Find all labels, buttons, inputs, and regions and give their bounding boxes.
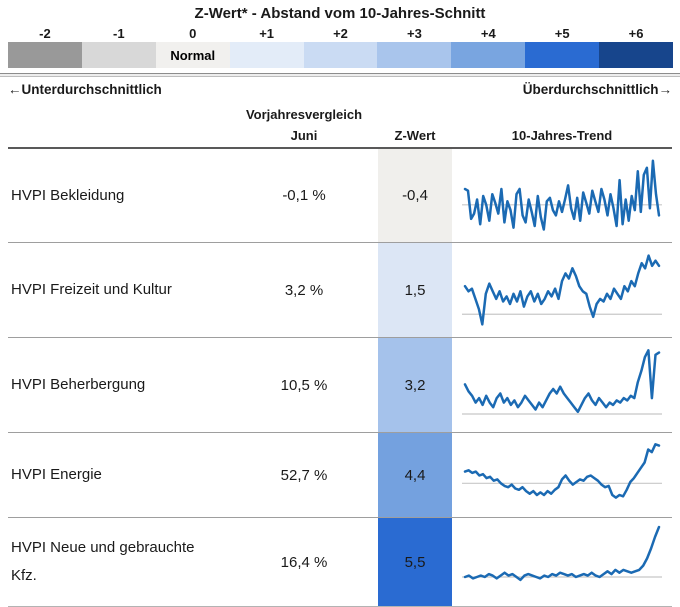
table-header-row: Juni Z-Wert 10-Jahres-Trend (8, 124, 672, 149)
scale-tick-labels: -2 -1 0 +1 +2 +3 +4 +5 +6 (8, 25, 673, 42)
header-10-jahres-trend: 10-Jahres-Trend (511, 128, 613, 143)
z-wert-cell: 3,2 (378, 338, 452, 432)
normal-label: Normal (170, 47, 216, 63)
row-label: HVPI Energie (11, 466, 102, 484)
scale-segment-minus1 (81, 42, 156, 68)
scale-label: +5 (554, 26, 570, 41)
color-scale-legend: -2 -1 0 +1 +2 +3 +4 +5 +6 Normal (8, 25, 674, 68)
header-vorjahresvergleich: Vorjahresvergleich (245, 107, 363, 122)
scale-segment-plus2 (303, 42, 378, 68)
divider-rule (0, 73, 680, 77)
row-label: HVPI Freizeit und Kultur (11, 281, 172, 299)
table-row: HVPI Freizeit und Kultur 3,2 % 1,5 (8, 243, 672, 338)
yoy-value: 10,5 % (280, 376, 328, 394)
page-title: Z-Wert* - Abstand vom 10-Jahres-Schnitt (194, 5, 486, 22)
yoy-value: 3,2 % (284, 281, 324, 299)
scale-segment-plus6 (599, 42, 674, 68)
sparkline-chart (452, 243, 672, 337)
scale-direction-labels: ←Unterdurchschnittlich Überdurchschnittl… (8, 79, 672, 99)
scale-label: +2 (333, 26, 348, 41)
row-label: HVPI Bekleidung (11, 186, 125, 204)
sparkline-chart (452, 433, 672, 517)
sparkline-chart (452, 338, 672, 432)
above-average-label: Überdurchschnittlich→ (522, 81, 672, 97)
row-label: HVPI Neue und gebrauchte Kfz. (11, 539, 195, 584)
scale-segment-plus3 (377, 42, 452, 68)
header-juni: Juni (290, 128, 318, 143)
scale-label: -2 (39, 26, 51, 41)
row-label: HVPI Beherbergung (11, 376, 146, 394)
yoy-value: 52,7 % (280, 466, 328, 484)
z-wert-cell: 5,5 (378, 518, 452, 606)
scale-label: +4 (480, 26, 496, 41)
sparkline-chart (452, 149, 672, 242)
table-row: HVPI Beherbergung 10,5 % 3,2 (8, 338, 672, 433)
scale-label: +6 (628, 26, 644, 41)
sparkline-chart (452, 518, 672, 606)
scale-label: +3 (406, 26, 422, 41)
yoy-value: 16,4 % (280, 553, 328, 571)
scale-segment-plus4 (451, 42, 526, 68)
z-wert-cell: 4,4 (378, 433, 452, 517)
table-header-group: Vorjahresvergleich (8, 99, 672, 124)
scale-segment-minus2 (8, 42, 82, 68)
scale-label: +1 (259, 26, 275, 41)
z-wert-cell: -0,4 (378, 149, 452, 242)
table-row: HVPI Energie 52,7 % 4,4 (8, 433, 672, 518)
below-average-label: ←Unterdurchschnittlich (8, 81, 162, 97)
table-row: HVPI Bekleidung -0,1 % -0,4 (8, 149, 672, 243)
table-row: HVPI Neue und gebrauchte Kfz. 16,4 % 5,5 (8, 518, 672, 607)
yoy-value: -0,1 % (282, 187, 326, 204)
scale-label: 0 (189, 26, 197, 41)
scale-segment-zero: Normal (155, 42, 230, 68)
z-wert-cell: 1,5 (378, 243, 452, 337)
scale-segment-plus5 (525, 42, 600, 68)
scale-segment-plus1 (229, 42, 304, 68)
color-scale-bar: Normal (8, 42, 674, 68)
scale-label: -1 (113, 26, 125, 41)
header-z-wert: Z-Wert (394, 128, 436, 143)
